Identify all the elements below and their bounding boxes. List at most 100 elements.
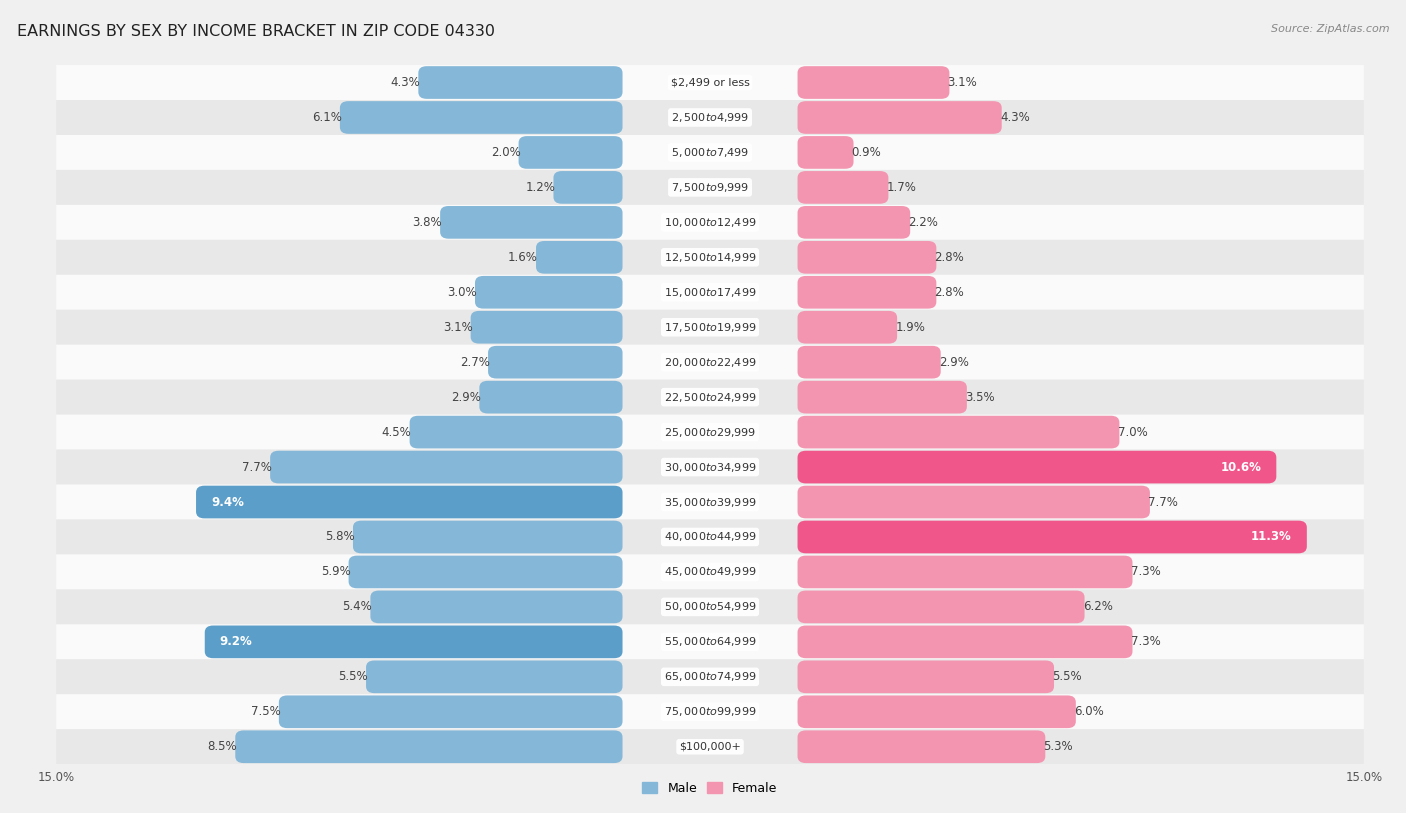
Text: 2.2%: 2.2%: [908, 216, 938, 228]
Text: 3.1%: 3.1%: [948, 76, 977, 89]
Text: $100,000+: $100,000+: [679, 741, 741, 752]
Text: 3.8%: 3.8%: [412, 216, 441, 228]
FancyBboxPatch shape: [353, 520, 623, 554]
FancyBboxPatch shape: [56, 520, 1364, 554]
FancyBboxPatch shape: [797, 171, 889, 204]
FancyBboxPatch shape: [366, 660, 623, 693]
FancyBboxPatch shape: [797, 101, 1001, 134]
Text: $45,000 to $49,999: $45,000 to $49,999: [664, 566, 756, 578]
Text: $15,000 to $17,499: $15,000 to $17,499: [664, 286, 756, 298]
FancyBboxPatch shape: [440, 206, 623, 239]
FancyBboxPatch shape: [56, 65, 1364, 100]
FancyBboxPatch shape: [797, 415, 1119, 449]
FancyBboxPatch shape: [56, 729, 1364, 764]
FancyBboxPatch shape: [797, 660, 1054, 693]
Text: 1.7%: 1.7%: [887, 181, 917, 193]
Text: 5.3%: 5.3%: [1043, 741, 1073, 753]
Text: 11.3%: 11.3%: [1251, 531, 1292, 543]
Text: $50,000 to $54,999: $50,000 to $54,999: [664, 601, 756, 613]
FancyBboxPatch shape: [56, 135, 1364, 170]
Text: 5.9%: 5.9%: [321, 566, 350, 578]
Text: $30,000 to $34,999: $30,000 to $34,999: [664, 461, 756, 473]
FancyBboxPatch shape: [797, 380, 967, 414]
Text: $65,000 to $74,999: $65,000 to $74,999: [664, 671, 756, 683]
FancyBboxPatch shape: [56, 485, 1364, 520]
FancyBboxPatch shape: [797, 206, 910, 239]
FancyBboxPatch shape: [56, 450, 1364, 485]
FancyBboxPatch shape: [797, 66, 949, 99]
FancyBboxPatch shape: [797, 136, 853, 169]
Text: 4.3%: 4.3%: [391, 76, 420, 89]
Text: 4.5%: 4.5%: [381, 426, 412, 438]
Text: 5.5%: 5.5%: [339, 671, 368, 683]
FancyBboxPatch shape: [536, 241, 623, 274]
Text: $20,000 to $22,499: $20,000 to $22,499: [664, 356, 756, 368]
FancyBboxPatch shape: [479, 380, 623, 414]
FancyBboxPatch shape: [56, 310, 1364, 345]
FancyBboxPatch shape: [797, 485, 1150, 519]
Text: 0.9%: 0.9%: [852, 146, 882, 159]
FancyBboxPatch shape: [419, 66, 623, 99]
Text: $2,500 to $4,999: $2,500 to $4,999: [671, 111, 749, 124]
Text: 3.5%: 3.5%: [965, 391, 994, 403]
Legend: Male, Female: Male, Female: [637, 777, 783, 800]
FancyBboxPatch shape: [56, 345, 1364, 380]
Text: $17,500 to $19,999: $17,500 to $19,999: [664, 321, 756, 333]
FancyBboxPatch shape: [797, 695, 1076, 728]
FancyBboxPatch shape: [56, 380, 1364, 415]
FancyBboxPatch shape: [797, 241, 936, 274]
FancyBboxPatch shape: [797, 346, 941, 379]
FancyBboxPatch shape: [488, 346, 623, 379]
Text: 7.0%: 7.0%: [1118, 426, 1147, 438]
FancyBboxPatch shape: [56, 205, 1364, 240]
FancyBboxPatch shape: [195, 485, 623, 519]
FancyBboxPatch shape: [270, 450, 623, 484]
Text: 3.1%: 3.1%: [443, 321, 472, 333]
Text: 2.8%: 2.8%: [935, 251, 965, 263]
Text: Source: ZipAtlas.com: Source: ZipAtlas.com: [1271, 24, 1389, 34]
FancyBboxPatch shape: [56, 554, 1364, 589]
FancyBboxPatch shape: [475, 276, 623, 309]
Text: 1.6%: 1.6%: [508, 251, 538, 263]
Text: $7,500 to $9,999: $7,500 to $9,999: [671, 181, 749, 193]
Text: 6.1%: 6.1%: [312, 111, 342, 124]
FancyBboxPatch shape: [349, 555, 623, 589]
FancyBboxPatch shape: [797, 730, 1045, 763]
FancyBboxPatch shape: [56, 415, 1364, 450]
Text: $75,000 to $99,999: $75,000 to $99,999: [664, 706, 756, 718]
FancyBboxPatch shape: [797, 555, 1132, 589]
Text: 7.7%: 7.7%: [1149, 496, 1178, 508]
Text: $25,000 to $29,999: $25,000 to $29,999: [664, 426, 756, 438]
Text: 6.0%: 6.0%: [1074, 706, 1104, 718]
Text: 3.0%: 3.0%: [447, 286, 477, 298]
Text: $55,000 to $64,999: $55,000 to $64,999: [664, 636, 756, 648]
FancyBboxPatch shape: [235, 730, 623, 763]
Text: 1.9%: 1.9%: [896, 321, 925, 333]
Text: 5.4%: 5.4%: [343, 601, 373, 613]
FancyBboxPatch shape: [56, 589, 1364, 624]
FancyBboxPatch shape: [797, 450, 1277, 484]
Text: 1.2%: 1.2%: [526, 181, 555, 193]
Text: 5.8%: 5.8%: [325, 531, 354, 543]
Text: 10.6%: 10.6%: [1220, 461, 1261, 473]
FancyBboxPatch shape: [797, 276, 936, 309]
FancyBboxPatch shape: [409, 415, 623, 449]
Text: $5,000 to $7,499: $5,000 to $7,499: [671, 146, 749, 159]
Text: 7.7%: 7.7%: [242, 461, 271, 473]
Text: $10,000 to $12,499: $10,000 to $12,499: [664, 216, 756, 228]
FancyBboxPatch shape: [56, 100, 1364, 135]
Text: $12,500 to $14,999: $12,500 to $14,999: [664, 251, 756, 263]
FancyBboxPatch shape: [56, 170, 1364, 205]
Text: $2,499 or less: $2,499 or less: [671, 77, 749, 88]
Text: 7.3%: 7.3%: [1130, 636, 1160, 648]
FancyBboxPatch shape: [205, 625, 623, 659]
Text: 8.5%: 8.5%: [208, 741, 238, 753]
Text: 2.7%: 2.7%: [460, 356, 489, 368]
FancyBboxPatch shape: [340, 101, 623, 134]
FancyBboxPatch shape: [519, 136, 623, 169]
Text: $35,000 to $39,999: $35,000 to $39,999: [664, 496, 756, 508]
FancyBboxPatch shape: [56, 240, 1364, 275]
Text: 2.9%: 2.9%: [939, 356, 969, 368]
Text: 2.0%: 2.0%: [491, 146, 520, 159]
FancyBboxPatch shape: [797, 625, 1132, 659]
